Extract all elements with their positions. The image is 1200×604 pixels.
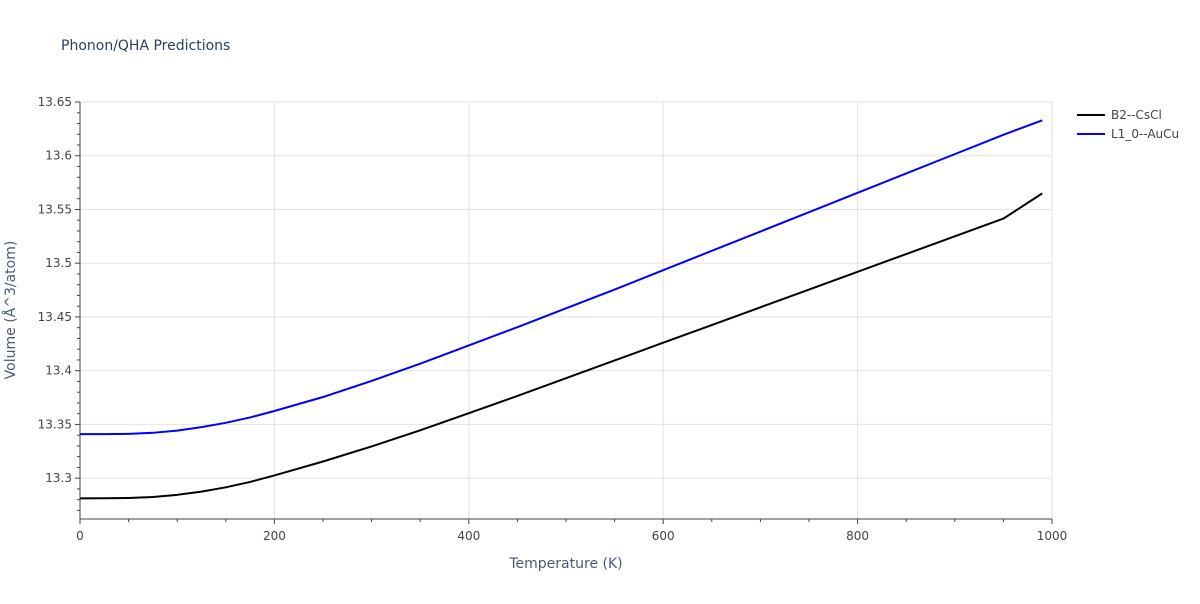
y-tick-label: 13.3 [45, 471, 72, 485]
legend-label: L1_0--AuCu [1111, 127, 1179, 141]
axis-layer: 13.3 13.35 13.4 13.45 13.5 13.55 13.6 13.65 0 200… [38, 95, 1068, 543]
y-tick-label: 13.4 [45, 364, 72, 378]
y-tick-label: 13.5 [45, 256, 72, 270]
legend-label: B2--CsCl [1111, 108, 1162, 122]
x-tick-label: 200 [263, 529, 286, 543]
series-line-b2-cscl [79, 192, 1043, 500]
x-axis-title: Temperature (K) [508, 556, 622, 572]
y-tick-label: 13.65 [38, 95, 72, 109]
y-tick-label: 13.35 [38, 417, 72, 431]
x-tick-label: 400 [457, 529, 480, 543]
x-tick-label: 1000 [1037, 529, 1068, 543]
legend[interactable]: B2--CsCl L1_0--AuCu [1077, 108, 1179, 141]
y-axis-title: Volume (Å^3/atom) [2, 241, 19, 380]
chart-title: Phonon/QHA Predictions [61, 38, 230, 54]
x-tick-label: 600 [652, 529, 675, 543]
y-tick-label: 13.55 [38, 202, 72, 216]
legend-item[interactable]: L1_0--AuCu [1077, 127, 1179, 141]
legend-item[interactable]: B2--CsCl [1077, 108, 1162, 122]
y-tick-label: 13.6 [45, 149, 72, 163]
series-line-l1-0-aucu [80, 119, 1043, 436]
grid-layer [80, 101, 1053, 519]
x-tick-label: 800 [846, 529, 869, 543]
series-layer [79, 119, 1043, 500]
x-tick-label: 0 [76, 529, 84, 543]
y-tick-label: 13.45 [38, 310, 72, 324]
